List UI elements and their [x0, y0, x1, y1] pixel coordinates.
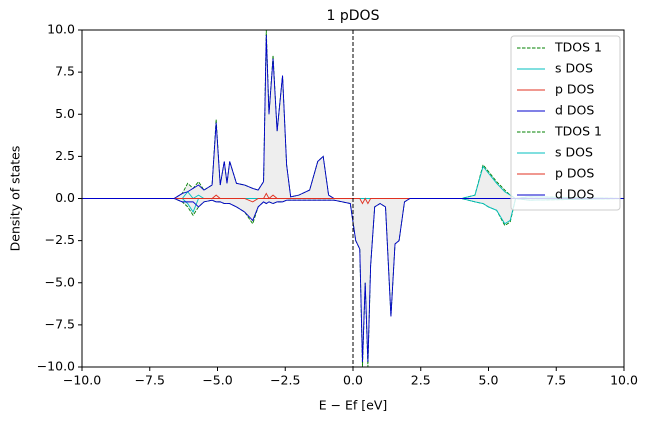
- x-tick-label: −5.0: [202, 373, 232, 388]
- y-tick-label: −5.0: [45, 274, 75, 289]
- legend-label: d DOS: [555, 103, 594, 118]
- x-axis-label: E − Ef [eV]: [319, 398, 388, 413]
- legend-label: TDOS 1: [554, 40, 602, 55]
- legend-label: p DOS: [555, 82, 594, 97]
- legend-label: p DOS: [555, 166, 594, 181]
- y-tick-label: −10.0: [37, 359, 75, 374]
- x-tick-label: 2.5: [411, 373, 431, 388]
- legend-label: d DOS: [555, 187, 594, 202]
- y-tick-label: 5.0: [55, 106, 75, 121]
- area-fill: [82, 30, 624, 199]
- chart-title: 1 pDOS: [327, 8, 380, 24]
- x-tick-label: 10.0: [610, 373, 638, 388]
- ticks: −10.0 −7.5 −5.0 −2.5 0.0 2.5 5.0 7.5 10.0 −10.0 −7…: [37, 22, 638, 388]
- plot-area: [82, 30, 624, 367]
- legend-label: s DOS: [555, 61, 593, 76]
- y-tick-label: −2.5: [45, 232, 75, 247]
- x-tick-label: 7.5: [546, 373, 566, 388]
- legend: TDOS 1 s DOS p DOS d DOS TDOS 1 s DOS p DOS d D…: [510, 35, 621, 211]
- x-tick-label: −10.0: [63, 373, 101, 388]
- x-tick-label: −2.5: [270, 373, 300, 388]
- x-tick-label: 0.0: [343, 373, 363, 388]
- legend-label: s DOS: [555, 145, 593, 160]
- y-tick-label: 7.5: [55, 64, 75, 79]
- y-tick-label: 2.5: [55, 148, 75, 163]
- legend-box: [510, 35, 621, 211]
- legend-label: TDOS 1: [554, 124, 602, 139]
- x-tick-label: 5.0: [479, 373, 499, 388]
- y-tick-label: 0.0: [55, 190, 75, 205]
- x-tick-label: −7.5: [135, 373, 165, 388]
- y-tick-label: −7.5: [45, 316, 75, 331]
- y-tick-label: 10.0: [47, 22, 75, 37]
- y-axis-label: Density of states: [8, 146, 23, 252]
- series-line: [82, 198, 624, 362]
